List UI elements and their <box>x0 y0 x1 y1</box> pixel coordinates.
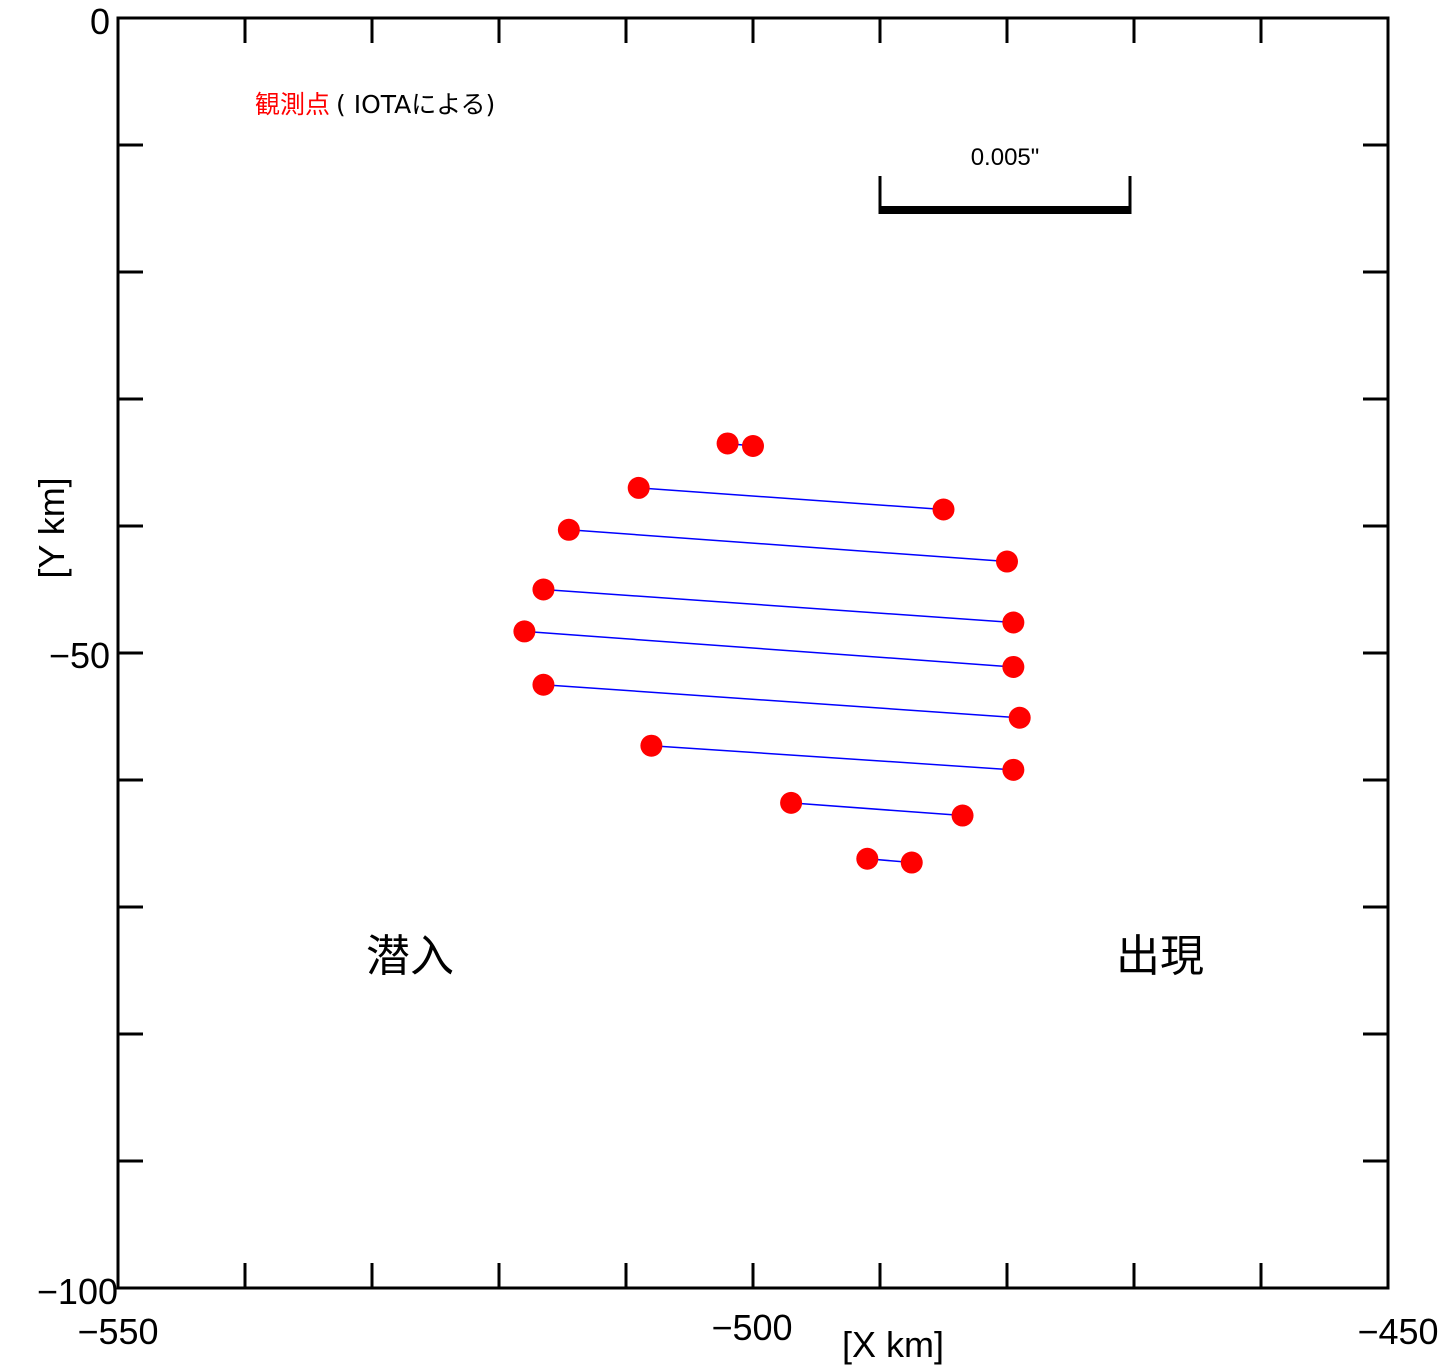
y-axis-label: [Y km] <box>31 477 72 578</box>
reappearance-label: 出現 <box>1116 931 1204 982</box>
tick-marks <box>118 18 1388 1288</box>
disappearance-point-2 <box>627 476 650 499</box>
chord-line-2 <box>638 487 944 511</box>
y-tick-label-top: 0 <box>90 1 110 42</box>
scale-bar-label: 0.005" <box>971 144 1040 171</box>
reappearance-point-8 <box>951 804 974 827</box>
plot-frame <box>116 16 1390 1290</box>
disappearance-point-3 <box>557 518 580 541</box>
chord-line-4 <box>543 588 1014 624</box>
chord-line-5 <box>524 630 1014 668</box>
disappearance-point-1 <box>716 432 739 455</box>
disappearance-point-4 <box>532 578 555 601</box>
scale-bar: 0.005" <box>878 144 1132 214</box>
chord-line-8 <box>791 802 963 817</box>
legend-marker-label: 観測点 <box>255 90 330 119</box>
y-tick-label-bottom: −100 <box>37 1271 118 1312</box>
reappearance-point-4 <box>1002 611 1025 634</box>
reappearance-point-1 <box>742 434 764 457</box>
reappearance-point-3 <box>996 550 1018 573</box>
reappearance-point-2 <box>932 498 955 521</box>
disappearance-point-8 <box>780 791 803 814</box>
legend-source-label: ( IOTAによる) <box>336 90 495 119</box>
x-tick-label-mid: −500 <box>711 1307 792 1348</box>
disappearance-point-6 <box>532 673 555 696</box>
disappearance-point-5 <box>513 620 536 643</box>
chord-line-7 <box>651 744 1014 771</box>
disappearance-label: 潜入 <box>366 931 454 982</box>
reappearance-point-5 <box>1002 655 1025 678</box>
reappearance-point-6 <box>1008 706 1031 729</box>
x-tick-label-right: −450 <box>1357 1311 1438 1352</box>
x-tick-label-left: −550 <box>77 1311 158 1352</box>
disappearance-point-9 <box>856 847 879 870</box>
reappearance-point-9 <box>900 851 923 874</box>
chord-line-6 <box>543 684 1020 719</box>
reappearance-point-7 <box>1002 758 1025 781</box>
disappearance-point-7 <box>640 734 663 757</box>
y-tick-label-mid: −50 <box>49 635 110 676</box>
legend: 観測点( IOTAによる) <box>255 90 495 119</box>
observation-points <box>513 432 1031 874</box>
x-axis-label: [X km] <box>842 1324 944 1365</box>
chord-line-3 <box>568 529 1008 563</box>
